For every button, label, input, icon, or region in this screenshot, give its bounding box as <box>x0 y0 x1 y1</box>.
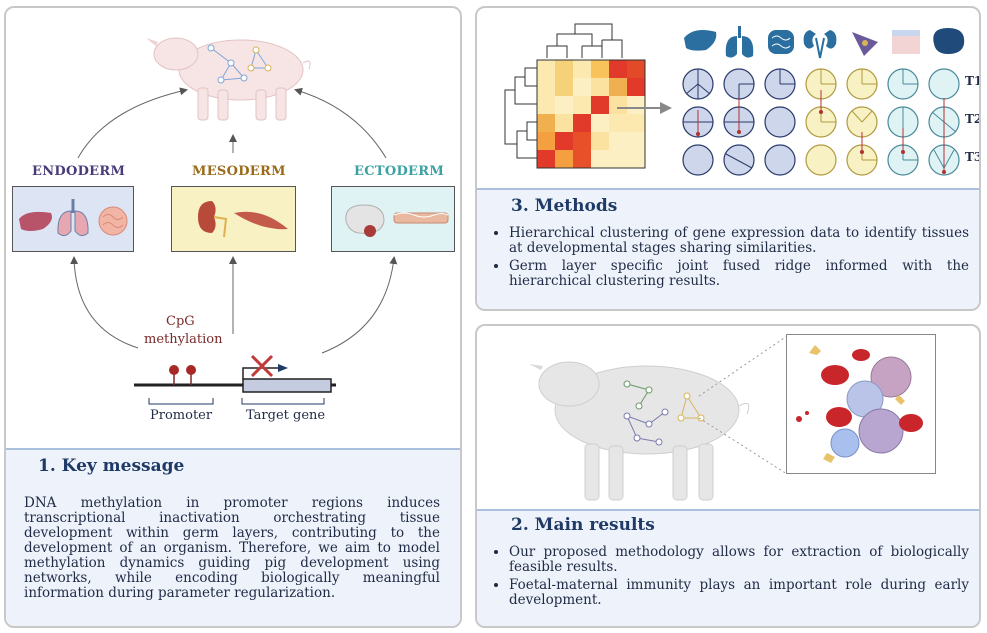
kidney-icon <box>803 30 837 59</box>
main-results-title: 2. Main results <box>511 515 655 535</box>
pig-illustration <box>146 37 311 121</box>
cpg-label-line2: methylation <box>144 332 223 347</box>
muscle-icon <box>234 211 288 230</box>
timepoint-label-t3: T3 <box>965 150 981 164</box>
intestine-icon <box>768 30 794 54</box>
brain-icon <box>933 28 965 54</box>
mesoderm-box <box>171 186 296 252</box>
ectoderm-box <box>331 186 455 252</box>
key-message-text: DNA methylation in promoter regions indu… <box>24 495 440 601</box>
main-results-bullet-1: Our proposed methodology allows for extr… <box>509 545 969 575</box>
pig-network-illustration <box>529 335 788 501</box>
timepoint-label-t2: T2 <box>965 112 981 126</box>
main-results-bullet-2: Foetal-maternal immunity plays an import… <box>509 578 969 608</box>
methods-bullet-2: Germ layer specific joint fused ridge in… <box>509 259 969 289</box>
timepoint-label-t1: T1 <box>965 74 981 88</box>
ectoderm-label: ECTODERM <box>354 164 445 179</box>
heatmap-cells <box>537 60 645 168</box>
target-gene-label: Target gene <box>246 408 326 423</box>
arrows-to-pig <box>77 87 387 159</box>
immune-cells-illustration <box>796 345 923 463</box>
methods-panel: T1 T2 T3 3. Methods Hierarchical cluster… <box>475 6 981 311</box>
skin-icon <box>393 212 449 224</box>
organ-icons-row <box>684 26 965 59</box>
brain-icon <box>345 204 385 237</box>
promoter-label: Promoter <box>150 408 213 423</box>
liver-icon <box>19 211 52 231</box>
lungs-icon <box>57 199 89 237</box>
gene-diagram <box>134 354 336 405</box>
key-message-caption: 1. Key message DNA methylation in promot… <box>6 448 460 626</box>
arrows-to-layers <box>70 256 398 354</box>
key-message-title: 1. Key message <box>38 456 185 476</box>
lungs-icon <box>725 26 754 58</box>
kidney-icon <box>198 201 228 238</box>
methods-bullets: Hierarchical clustering of gene expressi… <box>491 226 969 292</box>
methods-caption: 3. Methods Hierarchical clustering of ge… <box>477 188 979 309</box>
methods-bullet-1: Hierarchical clustering of gene expressi… <box>509 226 969 256</box>
network-circles-grid <box>682 68 960 176</box>
endoderm-label: ENDODERM <box>32 164 126 179</box>
methods-title: 3. Methods <box>511 196 618 216</box>
key-message-panel: ENDODERM MESODERM ECTODERM <box>4 6 462 628</box>
main-results-caption: 2. Main results Our proposed methodology… <box>477 509 979 626</box>
mesoderm-label: MESODERM <box>192 164 286 179</box>
main-results-panel: 2. Main results Our proposed methodology… <box>475 324 981 628</box>
immune-cells-box <box>786 334 936 474</box>
intestine-icon <box>98 206 128 236</box>
liver-icon <box>684 30 717 51</box>
cpg-label-line1: CpG <box>166 314 195 329</box>
endoderm-box <box>12 186 134 252</box>
main-results-bullets: Our proposed methodology allows for extr… <box>491 545 969 611</box>
clustering-heatmap <box>504 23 672 169</box>
